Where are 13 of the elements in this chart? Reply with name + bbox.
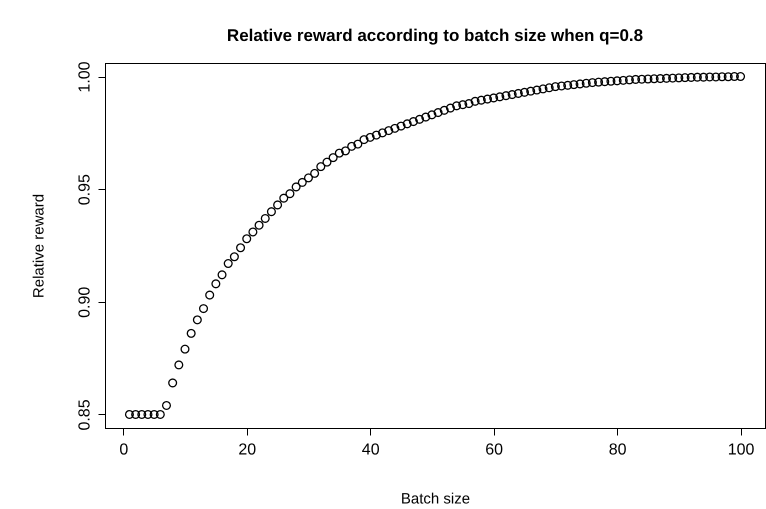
y-axis-title: Relative reward <box>30 194 48 298</box>
y-tick-label: 1.00 <box>76 61 94 93</box>
x-axis-title: Batch size <box>400 490 470 508</box>
x-tick-label: 80 <box>608 442 627 458</box>
y-tick-label: 0.90 <box>76 286 94 318</box>
y-tick-label: 0.95 <box>76 174 94 206</box>
x-tick-label: 60 <box>485 442 504 458</box>
chart-title: Relative reward according to batch size when q=0.8 <box>226 26 644 45</box>
x-tick-label: 0 <box>119 442 128 458</box>
y-tick-label: 0.85 <box>76 399 94 431</box>
x-tick-label: 20 <box>238 442 256 458</box>
x-tick-label: 40 <box>362 442 380 458</box>
x-tick-label: 100 <box>728 442 754 458</box>
